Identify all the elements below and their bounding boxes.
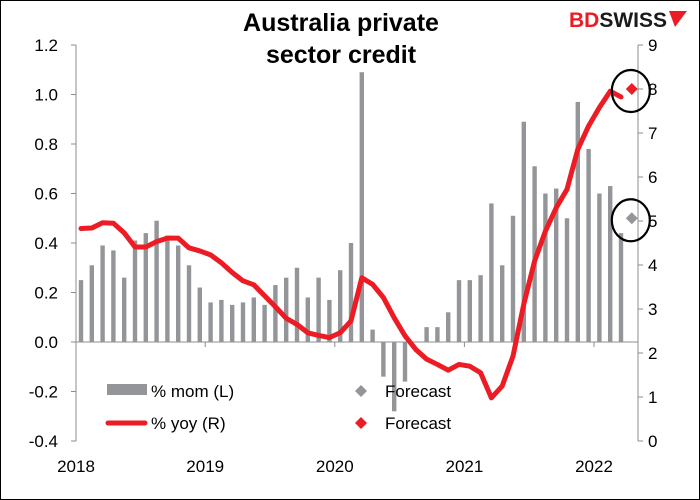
bar-mom [327, 299, 332, 342]
bar-mom [240, 302, 246, 342]
bar-mom [586, 148, 591, 342]
bar-mom [618, 233, 624, 342]
bar-mom [186, 265, 192, 342]
legend-label-mom: % mom (L) [151, 382, 234, 401]
bar-mom [554, 188, 559, 342]
bar-mom [100, 245, 105, 342]
x-axis-tick-label: 2019 [186, 457, 224, 476]
right-axis-tick-label: 0 [648, 432, 657, 451]
bar-mom [446, 312, 451, 342]
bar-mom [392, 342, 397, 412]
bar-mom [132, 240, 138, 342]
x-axis-tick-label: 2021 [445, 457, 483, 476]
bar-mom [381, 342, 386, 377]
bar-mom [122, 277, 127, 342]
legend-label-forecast: Forecast [385, 414, 451, 433]
right-axis-tick-label: 1 [648, 388, 657, 407]
bar-mom [305, 297, 310, 342]
bar-mom [370, 329, 375, 342]
bar-mom [78, 280, 84, 342]
bar-mom [338, 270, 343, 342]
bar-mom [316, 277, 321, 342]
bar-mom [402, 342, 408, 382]
x-axis-tick-label: 2022 [575, 457, 613, 476]
legend-label-yoy: % yoy (R) [151, 414, 226, 433]
bdswiss-logo: BDSWISS [569, 9, 667, 32]
forecast-marker [625, 83, 638, 95]
bar-mom [489, 203, 494, 342]
bar-mom [89, 265, 94, 342]
bar-mom [251, 297, 256, 342]
right-axis-tick-label: 7 [648, 124, 657, 143]
x-axis-tick-label: 2018 [57, 457, 95, 476]
forecast-marker [625, 212, 638, 225]
bar-mom [543, 193, 548, 342]
bar-mom [111, 250, 116, 342]
bar-mom [435, 327, 440, 342]
left-axis-tick-label: 0.8 [34, 135, 58, 154]
right-axis-tick-label: 5 [648, 212, 657, 231]
legend-swatch-forecast [355, 417, 367, 429]
legend-swatch-mom [107, 384, 147, 395]
x-axis-tick-label: 2020 [316, 457, 354, 476]
legend-swatch-forecast [355, 385, 367, 397]
left-axis-tick-label: 0.0 [34, 333, 58, 352]
left-axis-tick-label: 0.6 [34, 185, 58, 204]
annotation-circle [610, 68, 651, 114]
bar-mom [478, 275, 483, 342]
right-axis-tick-label: 6 [648, 168, 657, 187]
right-axis-tick-label: 2 [648, 344, 657, 363]
bar-mom [424, 327, 429, 342]
right-axis-tick-label: 8 [648, 80, 657, 99]
left-axis-tick-label: 1.2 [34, 36, 58, 55]
bar-mom [208, 302, 213, 342]
chart-title-line: sector credit [266, 41, 417, 69]
bar-mom [348, 243, 354, 342]
bar-mom [262, 304, 267, 342]
bar-mom [176, 245, 181, 342]
bar-mom [294, 267, 300, 342]
bar-mom [284, 277, 289, 342]
line-yoy [78, 88, 624, 401]
left-axis-tick-label: 0.2 [34, 284, 58, 303]
right-axis-tick-label: 9 [648, 36, 657, 55]
logo-arrow-icon [669, 11, 687, 27]
bar-mom [597, 193, 602, 342]
bar-mom [510, 215, 516, 342]
left-axis-tick-label: -0.4 [29, 432, 58, 451]
bar-mom [359, 72, 364, 342]
bar-mom [143, 233, 148, 342]
bar-mom [219, 299, 224, 342]
chart-title-line: Australia private [243, 9, 439, 37]
bar-mom [500, 265, 505, 342]
left-axis-tick-label: -0.2 [29, 383, 58, 402]
left-axis-tick-label: 0.4 [34, 234, 58, 253]
annotation-circle [610, 198, 651, 243]
bar-mom [467, 280, 472, 342]
bar-mom [521, 121, 526, 342]
bar-mom [154, 220, 159, 342]
bar-mom [608, 186, 613, 342]
bar-mom [273, 285, 278, 342]
right-axis-tick-label: 4 [648, 256, 657, 275]
legend-label-forecast: Forecast [385, 382, 451, 401]
right-axis-tick-label: 3 [648, 300, 657, 319]
left-axis-tick-label: 1.0 [34, 86, 58, 105]
bar-mom [456, 280, 462, 342]
bar-mom [230, 304, 235, 342]
bar-mom [575, 101, 580, 342]
bar-mom [564, 218, 570, 342]
bar-mom [197, 287, 202, 342]
bar-mom [165, 235, 170, 342]
